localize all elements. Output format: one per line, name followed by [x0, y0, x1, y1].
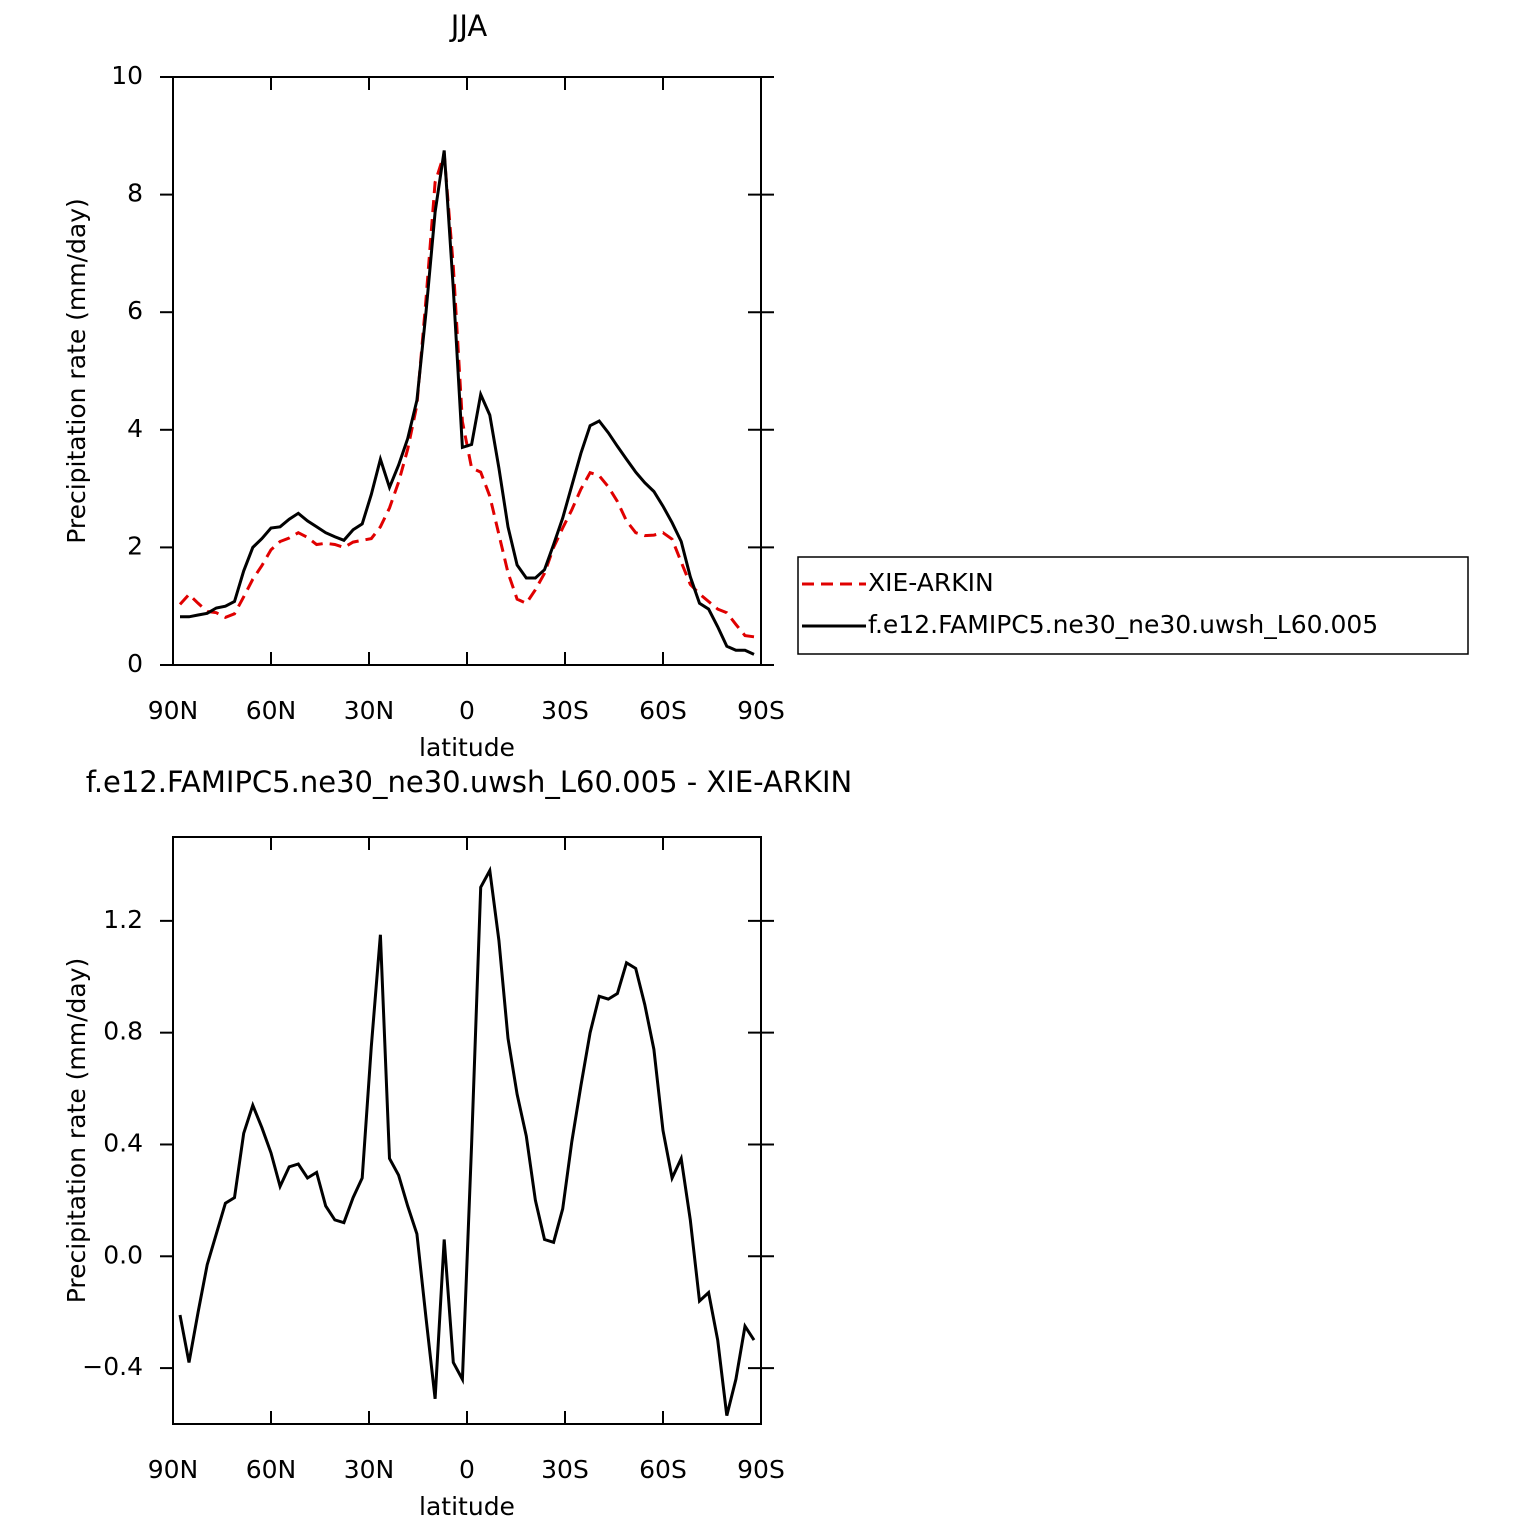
- y-tick-label: 0: [127, 649, 143, 678]
- x-tick-label: 60N: [246, 1455, 297, 1484]
- chart-title: f.e12.FAMIPC5.ne30_ne30.uwsh_L60.005 - X…: [86, 765, 853, 799]
- y-tick-label: 1.2: [103, 905, 143, 934]
- legend-label: XIE-ARKIN: [868, 568, 994, 597]
- y-axis-label: Precipitation rate (mm/day): [62, 958, 91, 1304]
- x-axis-label: latitude: [419, 733, 515, 762]
- y-axis-label: Precipitation rate (mm/day): [62, 198, 91, 544]
- y-tick-label: 0.4: [103, 1128, 143, 1157]
- y-tick-label: 0.0: [103, 1240, 143, 1269]
- x-tick-label: 90S: [737, 1455, 785, 1484]
- y-tick-label: 2: [127, 531, 143, 560]
- x-tick-label: 30S: [541, 1455, 589, 1484]
- x-tick-label: 30S: [541, 696, 589, 725]
- x-tick-label: 90S: [737, 696, 785, 725]
- x-tick-label: 0: [459, 1455, 475, 1484]
- x-tick-label: 90N: [148, 696, 199, 725]
- x-tick-label: 30N: [344, 696, 395, 725]
- y-tick-label: 10: [111, 61, 143, 90]
- x-tick-label: 60N: [246, 696, 297, 725]
- y-tick-label: 0.8: [103, 1017, 143, 1046]
- x-tick-label: 60S: [639, 696, 687, 725]
- x-tick-label: 0: [459, 696, 475, 725]
- y-tick-label: −0.4: [82, 1352, 143, 1381]
- data-line: [178, 153, 755, 639]
- plot-frame: [172, 76, 762, 666]
- y-tick-label: 6: [127, 296, 143, 325]
- legend-box: [797, 556, 1469, 655]
- legend-label: f.e12.FAMIPC5.ne30_ne30.uwsh_L60.005: [868, 610, 1378, 639]
- data-line: [178, 865, 756, 1416]
- x-tick-label: 60S: [639, 1455, 687, 1484]
- x-tick-label: 90N: [148, 1455, 199, 1484]
- chart-title: JJA: [449, 9, 488, 43]
- data-line: [180, 150, 755, 656]
- x-axis-label: latitude: [419, 1492, 515, 1521]
- y-tick-label: 8: [127, 179, 143, 208]
- plot-frame: [172, 836, 762, 1425]
- x-tick-label: 30N: [344, 1455, 395, 1484]
- y-tick-label: 4: [127, 414, 143, 443]
